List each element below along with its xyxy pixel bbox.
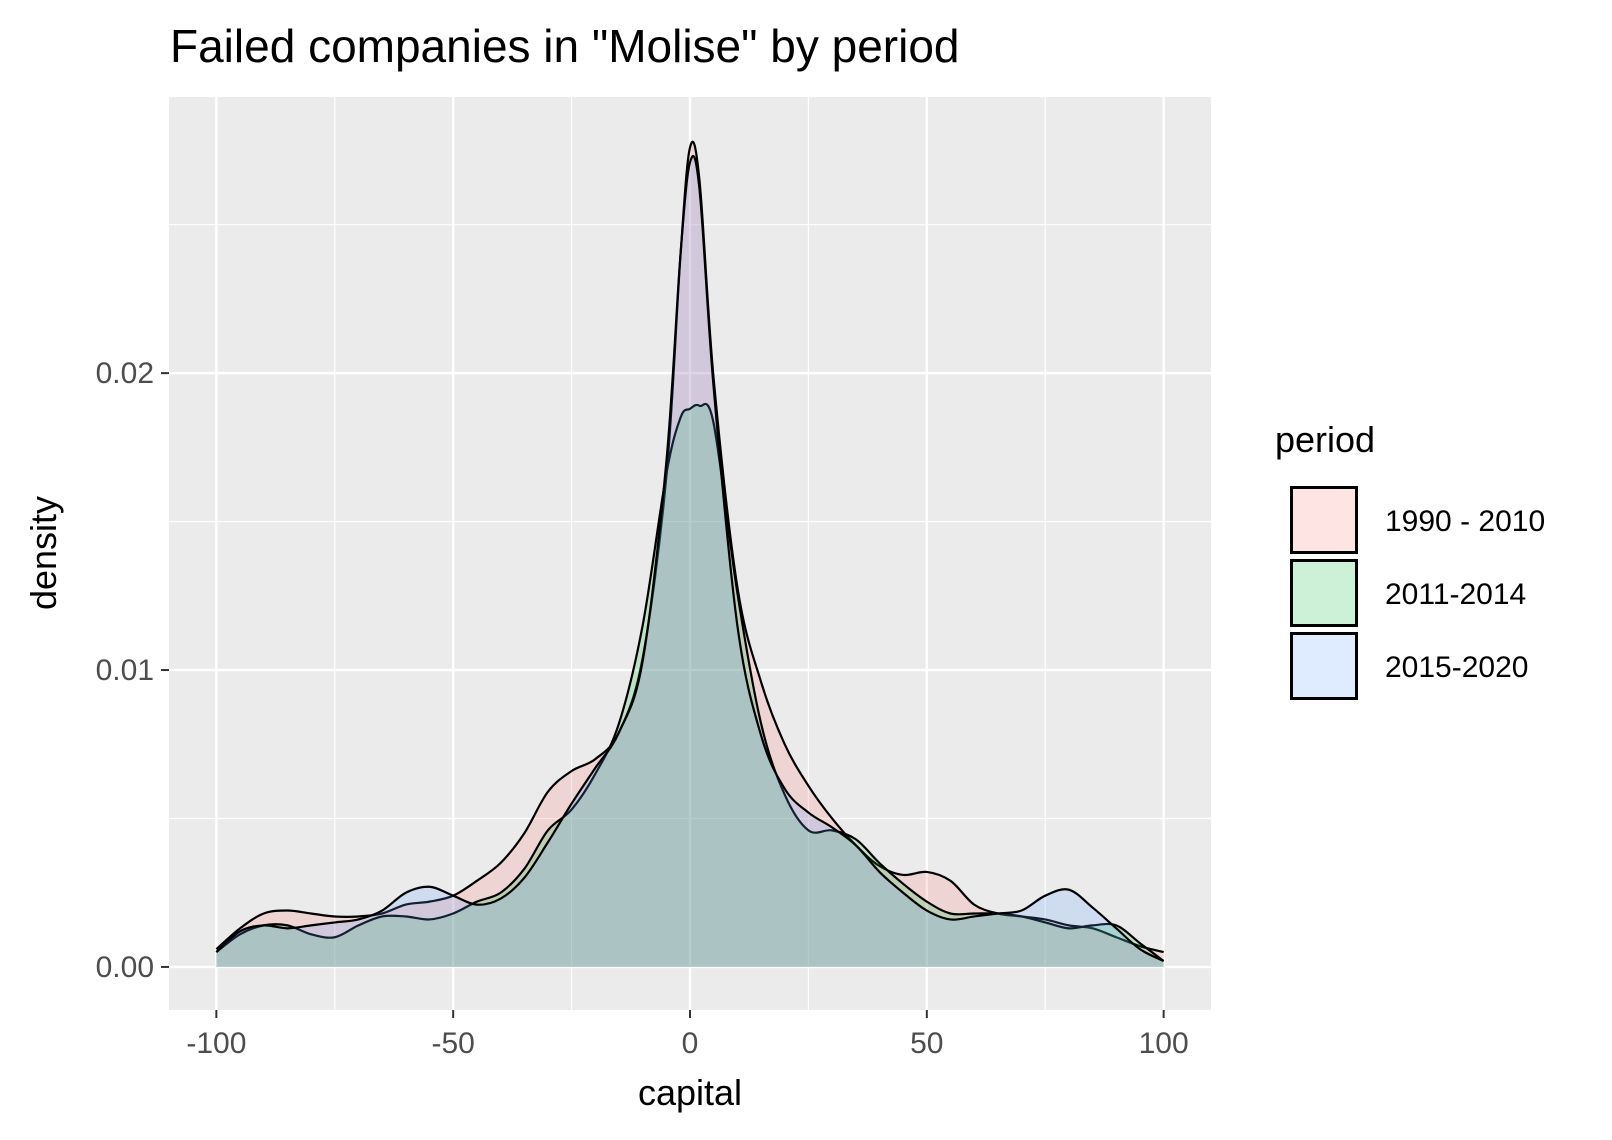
- y-tick-label: 0.02: [96, 357, 154, 390]
- x-axis: -100 -50 0 50 100: [186, 1010, 1189, 1060]
- x-tick-label: -100: [186, 1027, 246, 1060]
- y-axis-title: density: [23, 496, 64, 610]
- density-area-2011-2014: [216, 403, 1164, 967]
- y-axis: 0.00 0.01 0.02: [96, 357, 169, 984]
- y-tick-label: 0.00: [96, 951, 154, 984]
- legend: period 1990 - 2010 2011-2014 2015-2020: [1275, 419, 1545, 700]
- major-gridlines: [169, 97, 1211, 1010]
- density-line-2015-2020: [215, 154, 1165, 963]
- y-tick-label: 0.01: [96, 654, 154, 687]
- x-tick-label: 100: [1139, 1027, 1189, 1060]
- legend-key: [1290, 632, 1358, 700]
- x-axis-title: capital: [638, 1072, 742, 1113]
- legend-label: 2011-2014: [1385, 578, 1526, 611]
- legend-key: [1290, 486, 1358, 554]
- density-area-2015-2020: [216, 156, 1164, 967]
- chart-title: Failed companies in "Molise" by period: [170, 20, 959, 72]
- density-areas: [215, 140, 1165, 967]
- legend-key-background: [1290, 486, 1358, 554]
- legend-key: [1290, 559, 1358, 627]
- legend-label: 2015-2020: [1385, 651, 1528, 684]
- density-line-1990-2010: [215, 140, 1164, 954]
- legend-title: period: [1275, 419, 1375, 460]
- legend-label: 1990 - 2010: [1385, 505, 1545, 538]
- x-tick-label: -50: [432, 1027, 475, 1060]
- density-area-1990-2010: [216, 141, 1164, 967]
- legend-key-background: [1290, 559, 1358, 627]
- x-tick-label: 0: [682, 1027, 699, 1060]
- x-tick-label: 50: [910, 1027, 943, 1060]
- legend-key-background: [1290, 632, 1358, 700]
